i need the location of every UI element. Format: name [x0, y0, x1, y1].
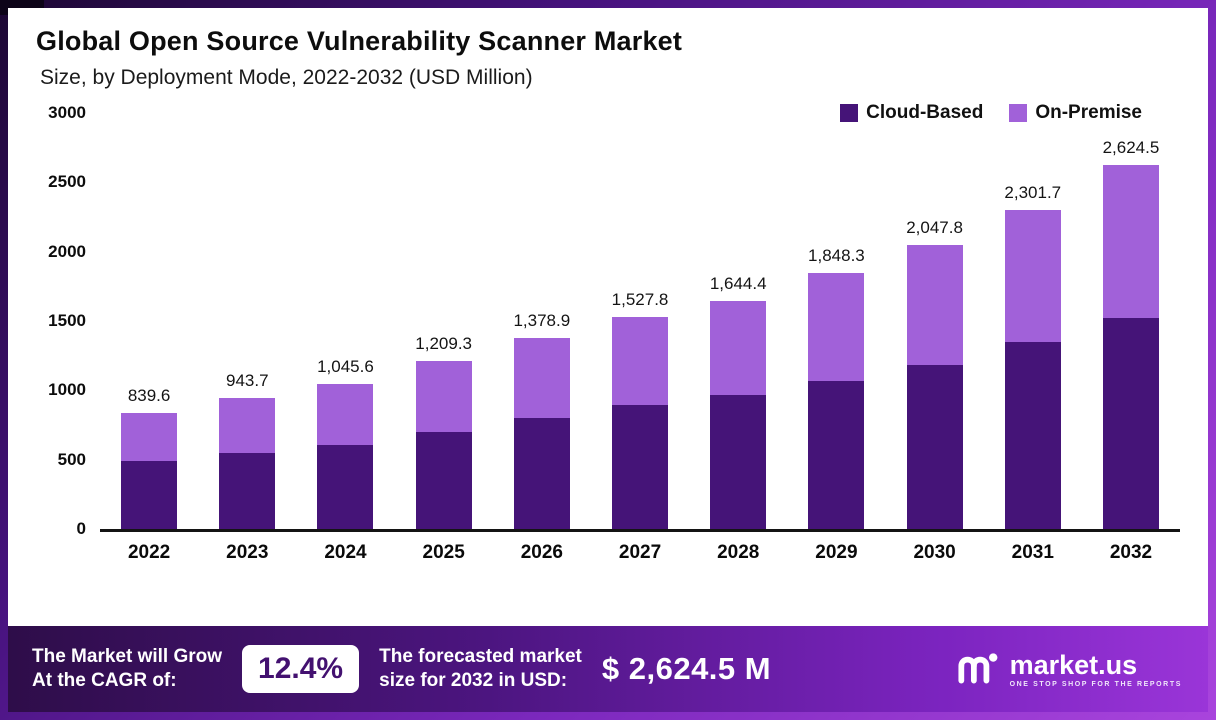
- bar-group: 1,045.6: [296, 116, 394, 529]
- segment-cloud-based: [317, 444, 374, 529]
- bar-total-label: 1,848.3: [808, 245, 865, 265]
- y-axis-tick-label: 500: [57, 449, 86, 469]
- bar-group: 2,301.7: [984, 116, 1082, 529]
- segment-on-premise: [808, 272, 865, 381]
- y-axis-tick-label: 2500: [48, 172, 86, 192]
- segment-cloud-based: [513, 418, 570, 529]
- bar-total-label: 1,045.6: [317, 357, 374, 377]
- bar-group: 1,527.8: [591, 116, 689, 529]
- x-axis-label: 2023: [226, 542, 269, 563]
- segment-cloud-based: [808, 380, 865, 529]
- y-axis-tick-label: 3000: [48, 103, 86, 122]
- legend-swatch: [840, 104, 859, 122]
- legend-item: On-Premise: [1009, 102, 1142, 124]
- cagr-label-line2: At the CAGR of:: [32, 670, 177, 691]
- y-axis-tick-label: 1000: [48, 380, 86, 400]
- segment-cloud-based: [219, 452, 276, 529]
- bar-group: 1,644.4: [689, 116, 787, 529]
- bar-total-label: 1,378.9: [513, 310, 571, 330]
- bar-total-label: 2,624.5: [1102, 138, 1160, 157]
- segment-cloud-based: [906, 364, 963, 529]
- brand-name: market.us: [1009, 649, 1138, 680]
- forecast-value: $ 2,624.5 M: [601, 651, 772, 686]
- chart-subtitle: Size, by Deployment Mode, 2022-2032 (USD…: [40, 66, 533, 89]
- segment-cloud-based: [415, 431, 472, 529]
- bar-group: 1,378.9: [493, 116, 591, 529]
- cagr-label: The Market will Grow At the CAGR of:: [32, 645, 222, 693]
- brand-tagline: ONE STOP SHOP FOR THE REPORTS: [1009, 680, 1182, 688]
- segment-on-premise: [219, 398, 276, 453]
- plot-bars: 839.6 943.7 1,045.6 1,209.3 1,378.9 1,527.8 1,…: [100, 116, 1180, 529]
- forecast-label-line1: The forecasted market: [379, 646, 582, 667]
- bar-total-label: 943.7: [226, 371, 269, 391]
- x-axis-labels: 2022 2023 2024 2025 2026 2027 2028 2029 2030 2031…: [100, 542, 1180, 564]
- x-axis-label: 2026: [520, 542, 563, 563]
- y-axis-tick-label: 1500: [48, 311, 86, 330]
- bar-total-label: 1,209.3: [415, 334, 473, 354]
- bar-total-label: 2,047.8: [906, 218, 963, 238]
- bar-group: 943.7: [198, 116, 296, 529]
- cagr-value-badge: 12.4%: [242, 645, 360, 693]
- x-axis-label: 2025: [422, 542, 465, 563]
- y-axis-tick-label: 2000: [48, 241, 86, 261]
- segment-cloud-based: [121, 461, 178, 529]
- content: Global Open Source Vulnerability Scanner…: [8, 8, 1208, 712]
- market-us-logo-icon: [954, 646, 1000, 693]
- x-axis-label: 2031: [1011, 542, 1054, 563]
- legend: Cloud-Based On-Premise: [840, 102, 1142, 124]
- segment-on-premise: [121, 412, 178, 462]
- legend-swatch: [1009, 104, 1028, 122]
- segment-on-premise: [710, 301, 767, 396]
- segment-cloud-based: [710, 395, 767, 529]
- bar-total-label: 839.6: [127, 385, 171, 405]
- segment-on-premise: [513, 337, 570, 419]
- x-axis-label: 2032: [1109, 542, 1153, 563]
- x-axis-label: 2022: [127, 542, 171, 563]
- cagr-label-line1: The Market will Grow: [32, 646, 223, 667]
- segment-on-premise: [1004, 209, 1061, 342]
- y-axis-tick-label: 0: [76, 519, 86, 538]
- chart-area: Global Open Source Vulnerability Scanner…: [8, 8, 1208, 626]
- segment-on-premise: [906, 245, 963, 365]
- segment-cloud-based: [1004, 341, 1061, 529]
- bar-group: 839.6: [100, 116, 198, 529]
- y-axis-ticks: 0 500 1000 1500 2000 2500 3000: [36, 103, 92, 538]
- bar-total-label: 2,301.7: [1004, 182, 1062, 202]
- segment-on-premise: [317, 384, 374, 445]
- bar-group: 1,209.3: [395, 116, 493, 529]
- legend-item: Cloud-Based: [840, 102, 983, 124]
- forecast-label-line2: size for 2032 in USD:: [379, 670, 568, 691]
- bar-total-label: 1,644.4: [709, 274, 767, 294]
- segment-cloud-based: [612, 404, 669, 529]
- x-axis-label: 2024: [324, 542, 367, 563]
- bar-group: 2,624.5: [1082, 116, 1180, 529]
- brand-block: market.us ONE STOP SHOP FOR THE REPORTS: [954, 646, 1182, 693]
- plot-area: 0 500 1000 1500 2000 2500 3000 839.6 943.7 1,045…: [48, 103, 1180, 538]
- x-axis-label: 2030: [913, 542, 956, 563]
- x-axis-label: 2027: [618, 542, 662, 563]
- forecast-label: The forecasted market size for 2032 in U…: [379, 645, 582, 693]
- x-axis-label: 2028: [717, 542, 760, 563]
- bar-group: 1,848.3: [787, 116, 885, 529]
- bar-group: 2,047.8: [886, 116, 984, 529]
- legend-label: Cloud-Based: [866, 102, 984, 123]
- bar-total-label: 1,527.8: [611, 290, 669, 310]
- segment-cloud-based: [1102, 317, 1159, 529]
- brand-text: market.us ONE STOP SHOP FOR THE REPORTS: [1010, 651, 1182, 688]
- x-axis-label: 2029: [815, 542, 858, 563]
- chart-title: Global Open Source Vulnerability Scanner…: [36, 26, 683, 56]
- footer-banner: The Market will Grow At the CAGR of: 12.…: [8, 626, 1208, 712]
- segment-on-premise: [415, 361, 472, 432]
- segment-on-premise: [1102, 165, 1159, 318]
- segment-on-premise: [612, 317, 669, 405]
- legend-label: On-Premise: [1035, 102, 1142, 123]
